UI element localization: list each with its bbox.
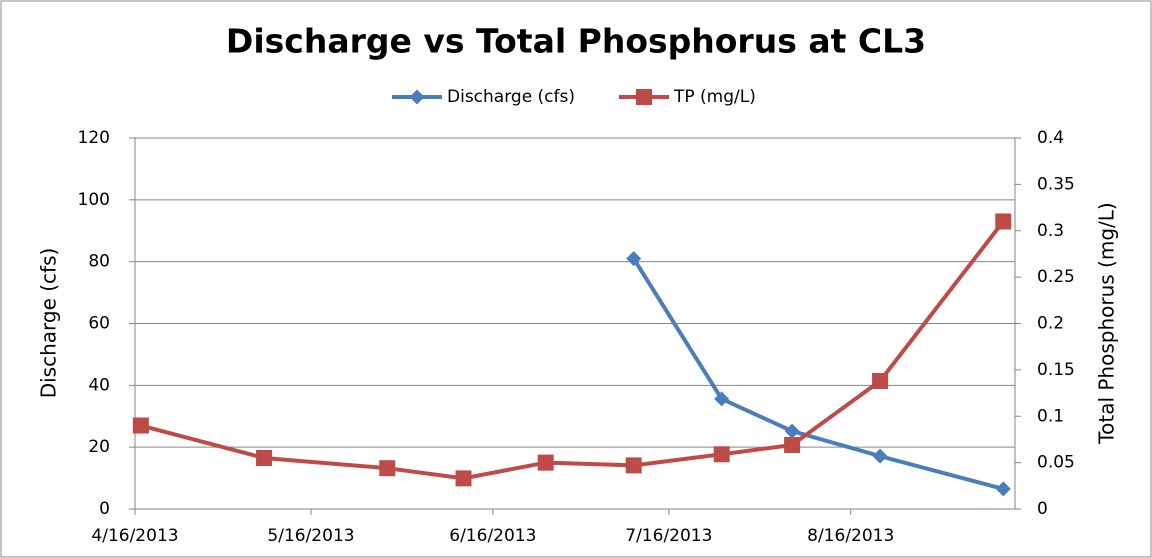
y2-tick-label: 0.4 bbox=[1037, 128, 1064, 148]
data-point bbox=[872, 373, 889, 390]
legend-label: Discharge (cfs) bbox=[447, 87, 575, 107]
data-point bbox=[626, 251, 642, 267]
y2-tick-label: 0.35 bbox=[1037, 174, 1075, 194]
y2-tick-label: 0.2 bbox=[1037, 314, 1064, 334]
y-tick-label: 20 bbox=[88, 437, 110, 457]
data-point bbox=[379, 460, 396, 477]
y2-tick-label: 0.05 bbox=[1037, 453, 1075, 473]
y-tick-label: 120 bbox=[78, 128, 110, 148]
y-tick-label: 100 bbox=[78, 190, 110, 210]
data-point bbox=[132, 417, 149, 434]
data-point bbox=[537, 454, 554, 471]
data-point bbox=[784, 437, 801, 454]
y2-tick-label: 0.25 bbox=[1037, 267, 1075, 287]
chart-title: Discharge vs Total Phosphorus at CL3 bbox=[226, 22, 926, 61]
x-tick-label: 8/16/2013 bbox=[807, 526, 894, 546]
y-tick-label: 60 bbox=[88, 314, 110, 334]
x-tick-label: 7/16/2013 bbox=[625, 526, 712, 546]
y-axis-title: Discharge (cfs) bbox=[37, 248, 61, 399]
data-point bbox=[872, 448, 888, 464]
data-point bbox=[784, 423, 800, 439]
x-tick-label: 5/16/2013 bbox=[267, 526, 354, 546]
y-tick-label: 80 bbox=[88, 252, 110, 272]
data-point bbox=[625, 457, 642, 474]
x-tick-label: 4/16/2013 bbox=[91, 526, 178, 546]
data-point bbox=[713, 446, 730, 463]
legend-marker bbox=[409, 89, 425, 105]
y2-tick-label: 0.3 bbox=[1037, 221, 1064, 241]
data-point bbox=[256, 449, 273, 466]
y2-axis-title: Total Phosphorus (mg/L) bbox=[1095, 202, 1119, 444]
legend-label: TP (mg/L) bbox=[673, 87, 756, 107]
y2-tick-label: 0.15 bbox=[1037, 360, 1075, 380]
series-line bbox=[140, 220, 1005, 481]
y-tick-label: 0 bbox=[99, 499, 110, 519]
y2-tick-label: 0.1 bbox=[1037, 406, 1064, 426]
y2-tick-label: 0 bbox=[1037, 499, 1048, 519]
y-tick-label: 40 bbox=[88, 375, 110, 395]
x-tick-label: 6/16/2013 bbox=[449, 526, 536, 546]
data-point bbox=[995, 481, 1011, 497]
data-point bbox=[995, 213, 1012, 230]
data-point bbox=[714, 391, 730, 407]
data-point bbox=[455, 470, 472, 487]
legend-marker bbox=[636, 89, 652, 105]
